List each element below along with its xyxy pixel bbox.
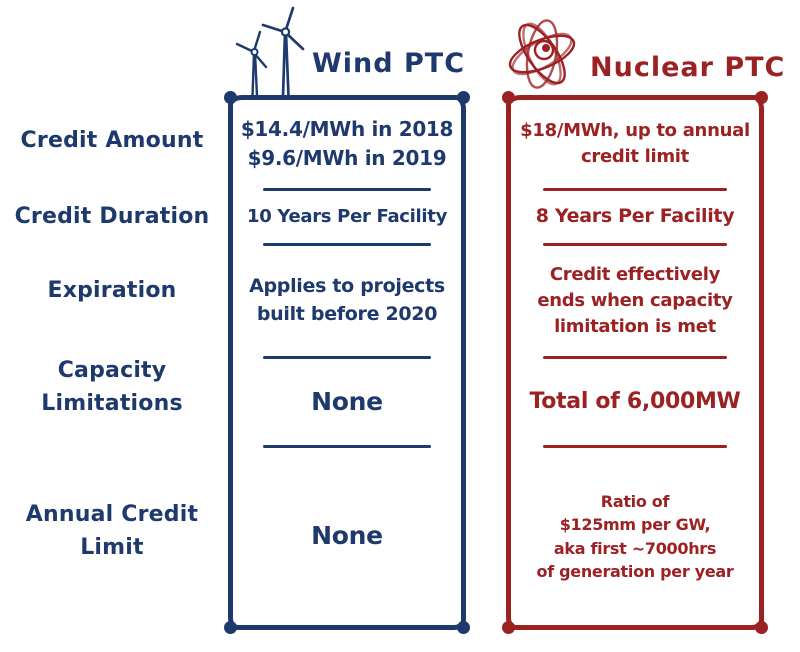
divider [262,445,432,448]
atom-icon [497,10,587,98]
nuclear-credit-amount-value: $18/MWh, up to annual credit limit [520,119,750,167]
nuclear-ptc-box: $18/MWh, up to annual credit limit 8 Yea… [502,91,768,634]
nuclear-annual-credit-limit-value: Ratio of $125mm per GW, aka first ~7000h… [536,492,734,581]
nuclear-column-title: Nuclear PTC [590,52,786,83]
row-label-expiration: Expiration [47,278,177,303]
divider [543,243,727,246]
divider [262,243,432,246]
row-label-credit-amount: Credit Amount [20,128,204,153]
nuclear-expiration-value: Credit effectively ends when capacity li… [537,263,733,338]
corner-knob [755,91,768,104]
wind-turbines-icon [233,6,319,98]
divider [262,356,432,359]
corner-knob [502,91,515,104]
divider [543,445,727,448]
row-label-capacity-limitations: Capacity Limitations [41,358,183,416]
wind-ptc-box: $14.4/MWh in 2018 $9.6/MWh in 2019 10 Ye… [224,91,470,634]
wind-column-title: Wind PTC [312,48,466,79]
wind-credit-duration-value: 10 Years Per Facility [246,205,448,227]
divider [262,188,432,191]
nuclear-credit-duration-value: 8 Years Per Facility [535,205,735,228]
divider [543,188,727,191]
corner-knob [224,91,237,104]
wind-expiration-value: Applies to projects built before 2020 [249,275,445,325]
corner-knob [224,621,237,634]
corner-knob [457,91,470,104]
wind-credit-amount-value: $14.4/MWh in 2018 $9.6/MWh in 2019 [240,117,454,170]
corner-knob [457,621,470,634]
row-label-credit-duration: Credit Duration [14,204,210,229]
corner-knob [502,621,515,634]
nuclear-capacity-limitations-value: Total of 6,000MW [529,389,741,415]
wind-capacity-limitations-value: None [311,386,383,416]
corner-knob [755,621,768,634]
wind-annual-credit-limit-value: None [311,521,383,551]
row-label-annual-credit-limit: Annual Credit Limit [25,502,199,560]
divider [543,356,727,359]
